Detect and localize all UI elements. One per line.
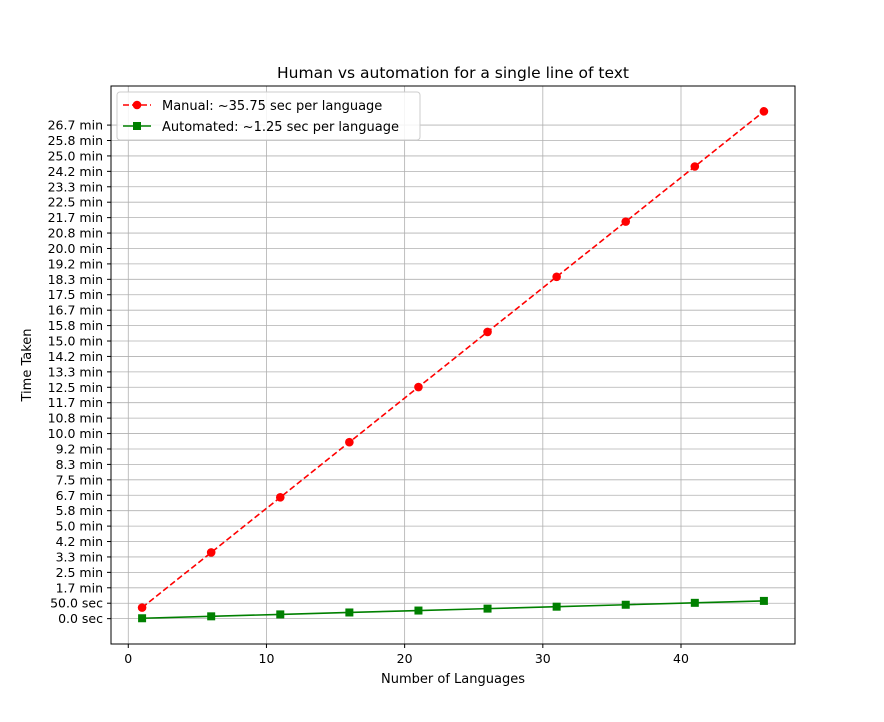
x-axis: 0 10 20 30 40 <box>124 644 689 666</box>
y-tick-label: 2.5 min <box>56 565 103 580</box>
legend-box <box>116 91 421 141</box>
data-point <box>483 327 492 337</box>
y-tick-label: 12.5 min <box>48 380 103 395</box>
y-tick-label: 10.8 min <box>48 411 103 426</box>
y-tick-label: 25.0 min <box>48 148 103 163</box>
data-point <box>759 107 769 116</box>
y-tick-label: 14.2 min <box>48 349 103 364</box>
x-tick-label: 40 <box>673 651 689 666</box>
y-tick-label: 7.5 min <box>56 472 103 487</box>
data-point <box>414 382 423 392</box>
data-point <box>759 596 768 605</box>
chart-title: Human vs automation for a single line of… <box>277 64 629 82</box>
y-tick-label: 9.2 min <box>56 441 103 456</box>
legend-label: Manual: ~35.75 sec per language <box>162 99 382 114</box>
y-tick-label: 0.0 sec <box>58 611 103 626</box>
x-tick-label: 20 <box>397 651 413 666</box>
y-tick-label: 1.7 min <box>56 580 103 595</box>
data-point <box>552 602 561 611</box>
y-tick-label: 5.0 min <box>56 519 103 534</box>
y-tick-label: 15.8 min <box>48 318 103 333</box>
legend-marker <box>133 122 141 130</box>
x-tick-label: 30 <box>535 651 551 666</box>
y-tick-label: 11.7 min <box>48 395 103 410</box>
data-point <box>414 606 423 615</box>
data-point <box>621 217 631 226</box>
y-tick-label: 21.7 min <box>48 210 103 225</box>
y-tick-label: 18.3 min <box>48 272 103 287</box>
y-tick-label: 13.3 min <box>48 364 103 379</box>
data-point <box>137 603 147 612</box>
data-point <box>275 493 285 502</box>
y-tick-label: 50.0 sec <box>50 596 103 611</box>
y-tick-label: 20.0 min <box>48 241 103 256</box>
data-point <box>690 162 700 171</box>
y-tick-label: 25.8 min <box>48 133 103 148</box>
x-tick-label: 0 <box>124 651 132 666</box>
y-tick-label: 15.0 min <box>48 334 103 349</box>
y-tick-label: 6.7 min <box>56 488 103 503</box>
y-axis-label: Time Taken <box>20 328 35 402</box>
series-line <box>142 600 764 620</box>
y-tick-label: 24.2 min <box>48 164 103 179</box>
plot-frame <box>110 85 796 645</box>
legend-marker <box>132 100 142 110</box>
y-tick-label: 19.2 min <box>48 256 103 271</box>
y-tick-label: 4.2 min <box>56 534 103 549</box>
data-point <box>690 598 699 607</box>
y-tick-label: 3.3 min <box>56 549 103 564</box>
grid <box>111 86 795 644</box>
y-tick-label: 10.0 min <box>48 426 103 441</box>
y-tick-label: 8.3 min <box>56 457 103 472</box>
data-point <box>345 608 354 617</box>
data-point <box>276 610 285 619</box>
y-tick-label: 23.3 min <box>48 179 103 194</box>
data-point <box>345 437 354 447</box>
legend: Manual: ~35.75 sec per language Automated… <box>116 91 421 141</box>
y-tick-label: 22.5 min <box>48 195 103 210</box>
series-layer <box>137 107 769 623</box>
data-point <box>207 612 216 621</box>
data-point <box>621 600 630 609</box>
data-point <box>138 614 147 623</box>
data-point <box>206 548 216 557</box>
series-line <box>141 110 765 609</box>
data-point <box>483 604 492 613</box>
y-tick-label: 16.7 min <box>48 303 103 318</box>
y-tick-label: 5.8 min <box>56 503 103 518</box>
y-tick-label: 26.7 min <box>48 118 103 133</box>
y-tick-label: 17.5 min <box>48 287 103 302</box>
legend-label: Automated: ~1.25 sec per language <box>162 120 399 135</box>
data-point <box>552 272 561 282</box>
y-tick-label: 20.8 min <box>48 226 103 241</box>
x-tick-label: 10 <box>259 651 275 666</box>
x-axis-label: Number of Languages <box>381 672 525 687</box>
